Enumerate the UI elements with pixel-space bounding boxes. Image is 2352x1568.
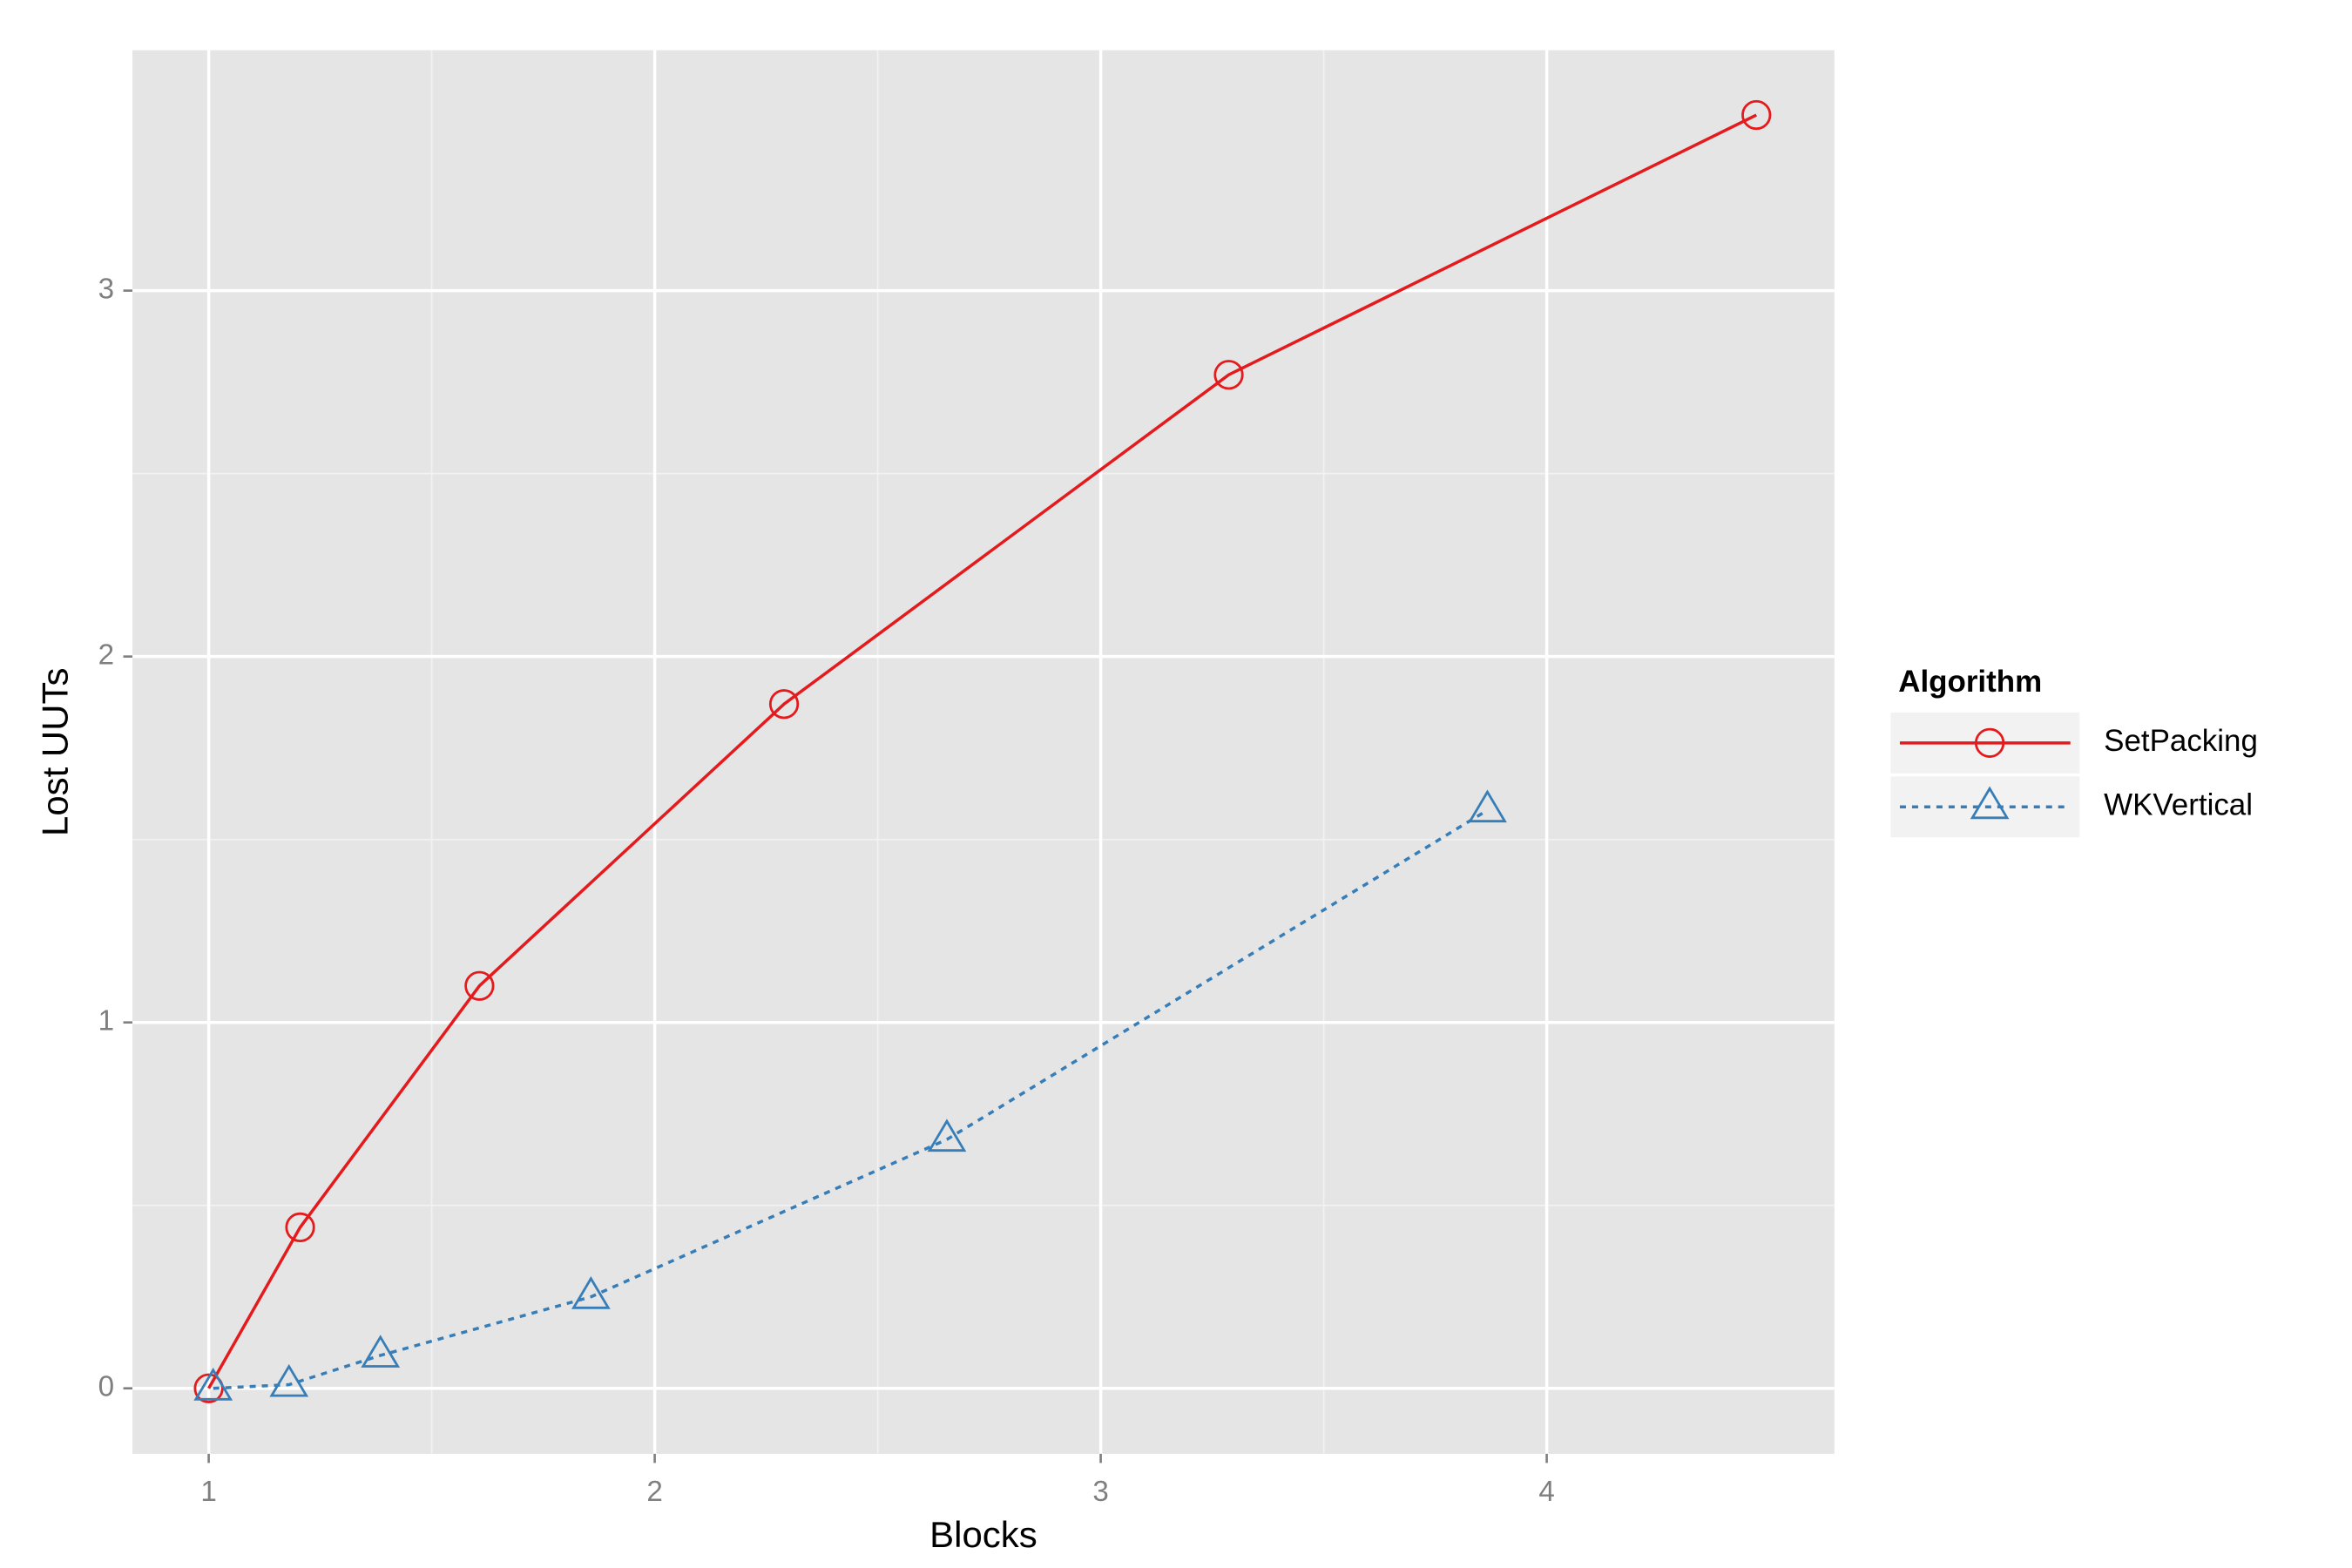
legend-label: WKVertical xyxy=(2104,787,2253,821)
marker xyxy=(1213,360,1244,390)
marker xyxy=(193,1368,233,1401)
marker xyxy=(1741,99,1772,131)
marker xyxy=(285,1212,315,1243)
marker xyxy=(361,1335,401,1368)
marker xyxy=(1468,789,1507,823)
marker xyxy=(464,970,495,1001)
y-tick-label: 0 xyxy=(98,1371,114,1403)
y-tick-label: 3 xyxy=(98,273,114,305)
y-tick-label: 2 xyxy=(98,639,114,671)
marker xyxy=(193,1373,224,1403)
marker xyxy=(1974,727,2005,758)
marker xyxy=(571,1276,611,1309)
legend-title: Algorithm xyxy=(1898,665,2042,699)
marker xyxy=(1970,786,2010,820)
legend-label: SetPacking xyxy=(2104,724,2258,758)
series-line xyxy=(207,113,1757,1389)
series-line xyxy=(213,808,1489,1390)
x-tick-label: 2 xyxy=(646,1476,662,1508)
marker xyxy=(269,1363,309,1397)
x-tick-label: 1 xyxy=(200,1476,216,1508)
x-tick-label: 3 xyxy=(1092,1476,1108,1508)
x-tick-label: 4 xyxy=(1538,1476,1554,1508)
y-tick-label: 1 xyxy=(98,1004,114,1037)
plot-panel xyxy=(132,50,1835,1454)
y-axis-title: Lost UUTs xyxy=(34,668,75,836)
x-axis-title: Blocks xyxy=(929,1514,1037,1555)
marker xyxy=(927,1119,967,1152)
marker xyxy=(768,689,800,720)
